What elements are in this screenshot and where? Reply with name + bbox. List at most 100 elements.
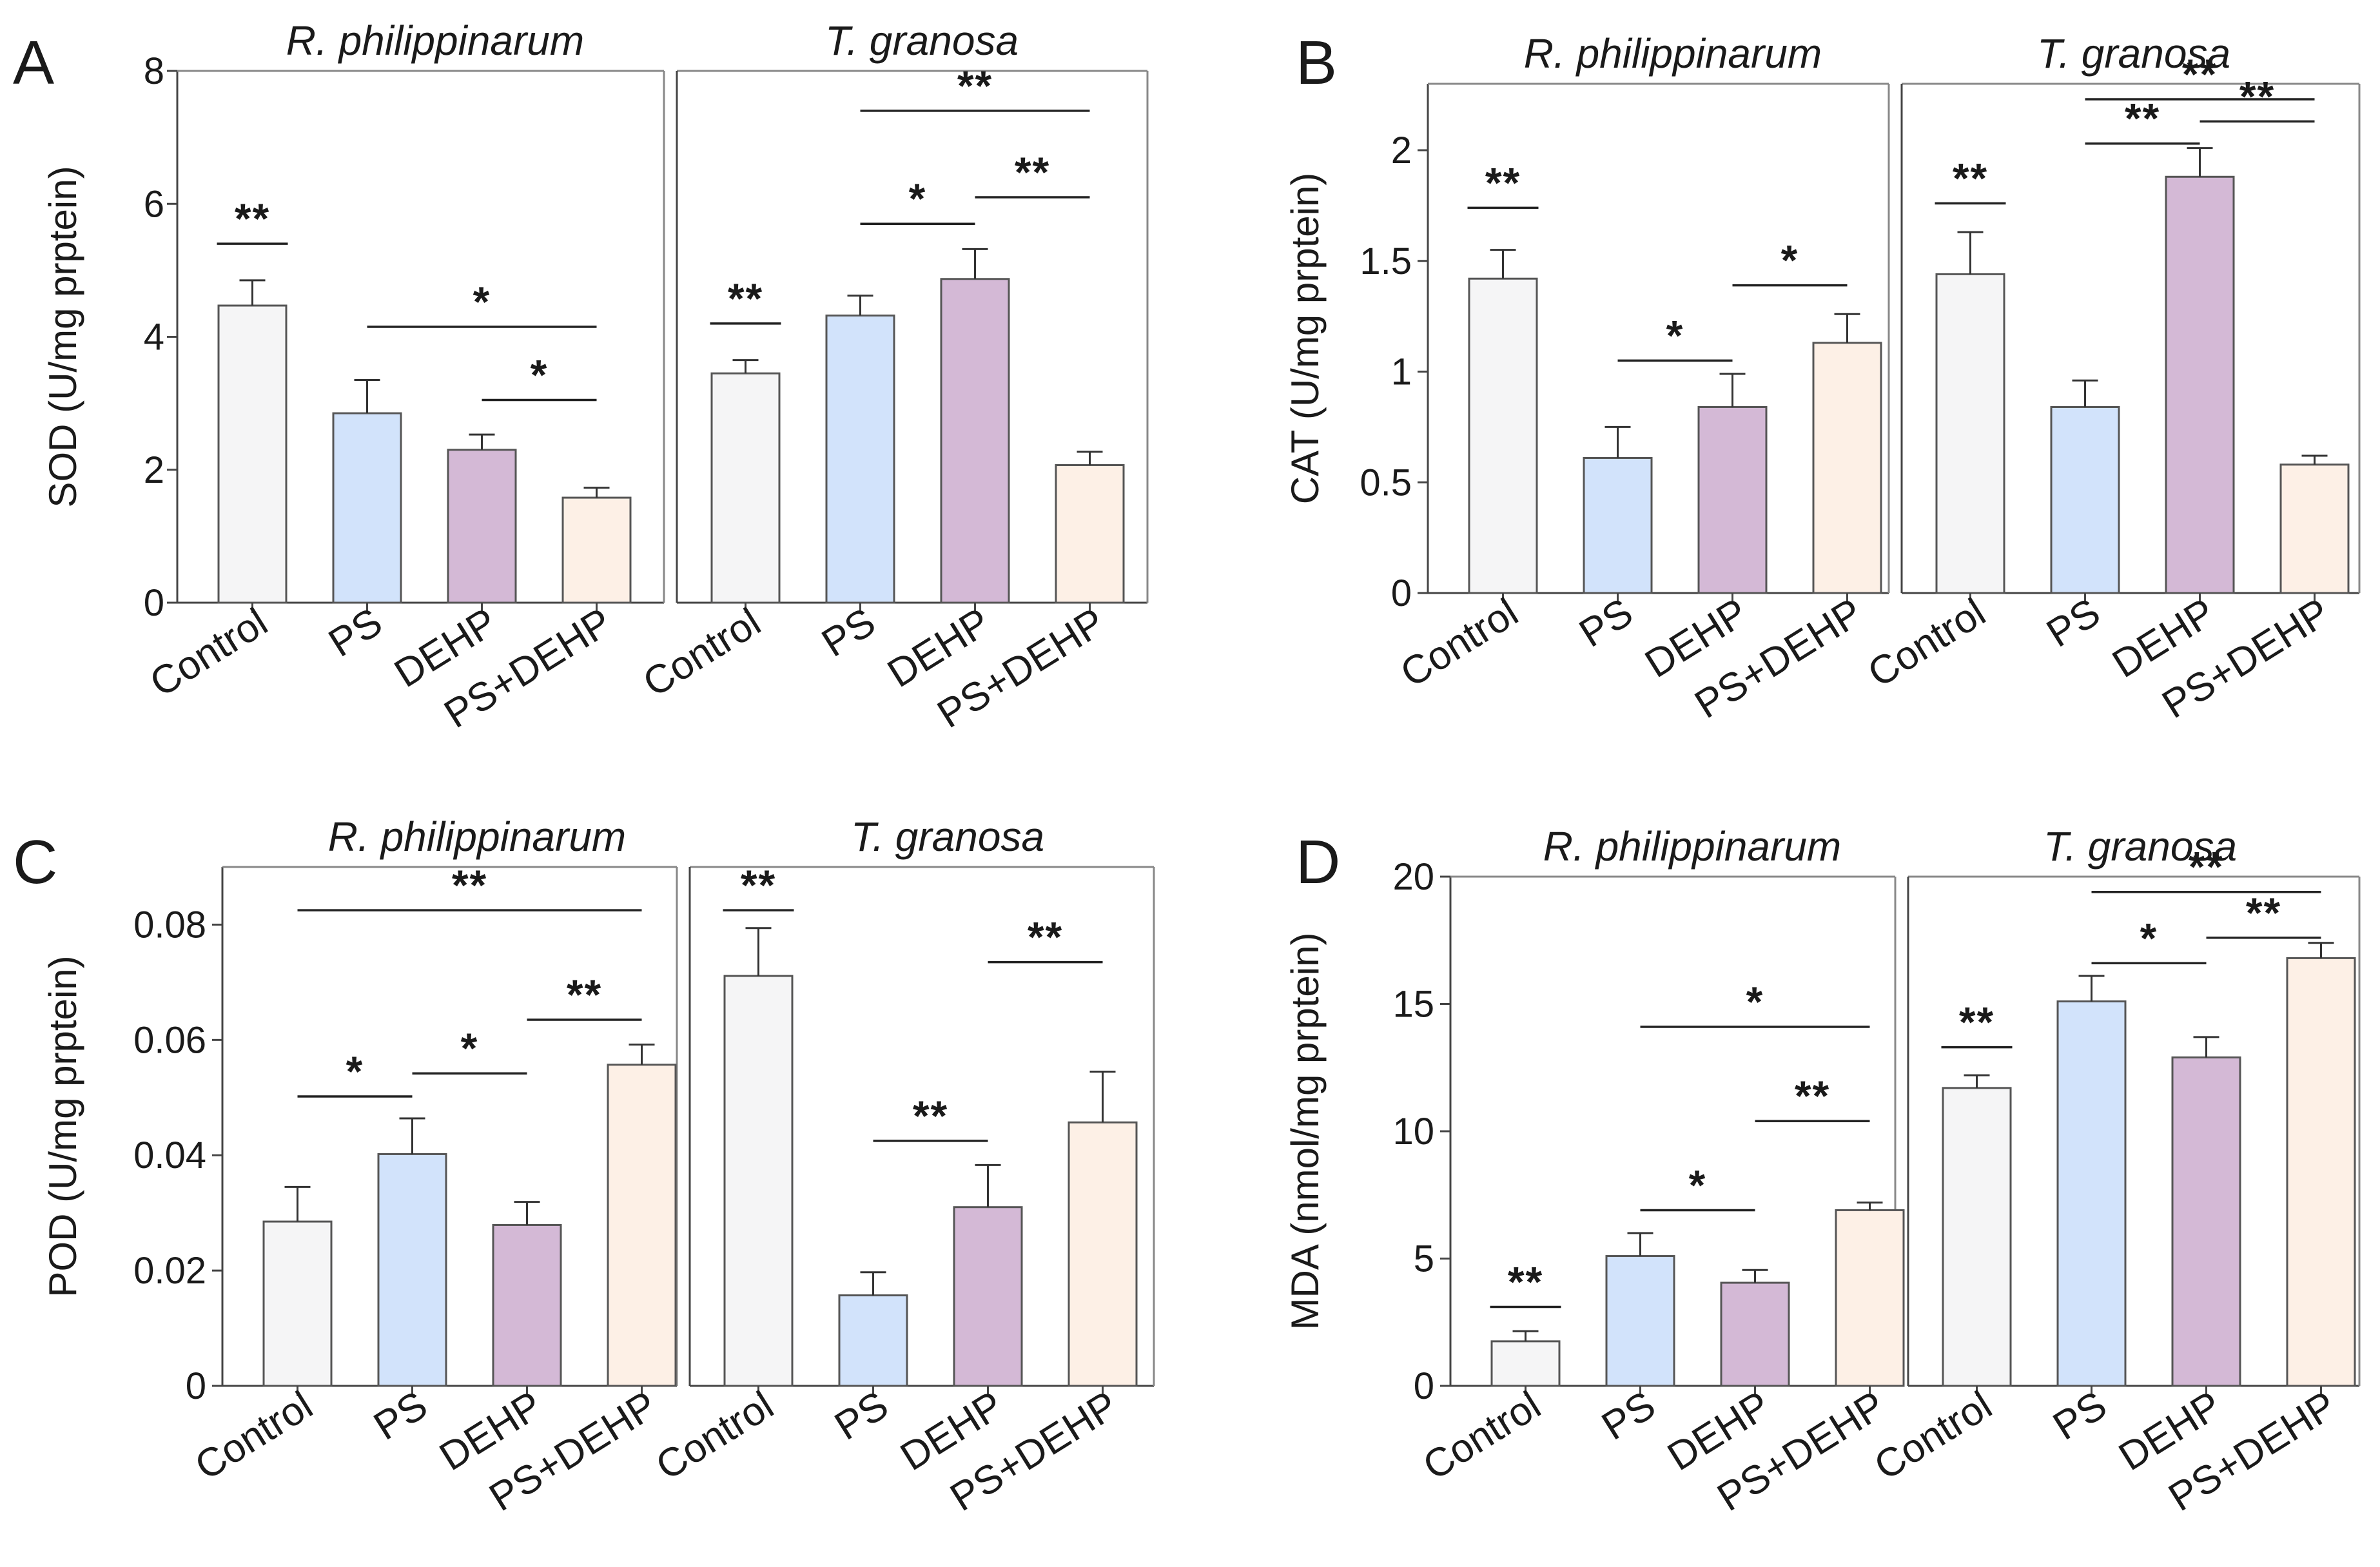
group-title: T. granosa [851, 813, 1044, 860]
panel-label: A [13, 28, 54, 97]
y-tick-label: 0 [144, 582, 164, 624]
y-tick-label: 6 [144, 183, 164, 225]
y-tick-label: 10 [1392, 1111, 1434, 1153]
significance-label: * [1689, 1161, 1707, 1209]
significance-label: ** [2125, 95, 2160, 142]
panel-b: B CAT (U/mg prptein) 0 0.5 1 1.5 2 R. philippin… [1283, 28, 2361, 727]
bar-ps-dehp [2286, 957, 2356, 1387]
significance-label: ** [1485, 159, 1521, 206]
y-tick-label: 4 [144, 316, 164, 358]
x-tick-label: Control [1860, 590, 1993, 696]
y-tick-label: 0.04 [133, 1134, 206, 1176]
significance-label: ** [1953, 154, 1988, 202]
significance-label: ** [2246, 889, 2281, 937]
significance-label: ** [2182, 50, 2218, 98]
bar-ps [1605, 1255, 1675, 1387]
y-axis-label: SOD (U/mg prptein) [41, 166, 84, 507]
bar-control [217, 304, 288, 604]
x-tick-label: Control [1867, 1383, 2000, 1488]
significance-label: * [531, 351, 549, 398]
significance-label: ** [1015, 148, 1050, 196]
bar-control [1490, 1340, 1561, 1387]
group-title: R. philippinarum [286, 17, 584, 64]
significance-label: ** [1959, 998, 1995, 1046]
significance-label: * [1746, 978, 1764, 1026]
bar-ps-dehp [561, 496, 632, 604]
significance-label: ** [741, 861, 776, 909]
bar-ps [838, 1294, 908, 1387]
y-tick-label: 0 [1414, 1365, 1434, 1407]
panel-label: B [1296, 28, 1337, 97]
significance-label: * [346, 1047, 364, 1095]
x-tick-label: PS [366, 1383, 435, 1448]
significance-label: ** [1028, 913, 1063, 961]
significance-label: ** [235, 195, 270, 242]
bar-dehp [2171, 1056, 2241, 1387]
y-tick-label: 0 [186, 1365, 206, 1407]
x-tick-label: PS [814, 599, 883, 665]
bar-ps-dehp [607, 1064, 677, 1387]
significance-label: * [473, 278, 491, 326]
y-tick-label: 2 [144, 449, 164, 491]
bar-dehp [492, 1223, 562, 1387]
group-title: R. philippinarum [328, 813, 626, 860]
bar-ps [377, 1153, 447, 1387]
bar-ps-dehp [2279, 463, 2350, 594]
bar-dehp [1697, 405, 1768, 594]
y-axis-label: MDA (nmol/mg prptein) [1283, 933, 1327, 1330]
bar-ps [2050, 405, 2120, 594]
y-tick-label: 0 [1391, 572, 1412, 614]
significance-label: ** [913, 1092, 948, 1140]
bar-control [1942, 1087, 2012, 1387]
x-tick-label: Control [1416, 1383, 1548, 1488]
panel-a: A SOD (U/mg prptein) 0 2 4 6 8 R. philippinarum… [13, 17, 1149, 737]
x-tick-label: PS [827, 1383, 896, 1448]
bar-control [710, 372, 781, 604]
x-tick-label: PS [2039, 590, 2108, 656]
panel-label: C [13, 828, 57, 897]
y-axis-label: CAT (U/mg prptein) [1283, 173, 1327, 505]
x-tick-label: PS [321, 599, 390, 665]
bar-dehp [2165, 175, 2235, 594]
bar-dehp [447, 449, 517, 604]
bar-dehp [953, 1206, 1023, 1387]
x-tick-label: Control [1393, 590, 1526, 696]
y-tick-label: 5 [1414, 1238, 1434, 1280]
significance-label: ** [452, 861, 487, 909]
y-tick-label: 15 [1392, 984, 1434, 1026]
panel-label: D [1296, 828, 1340, 897]
bar-control [1935, 273, 2005, 594]
y-tick-label: 1.5 [1360, 240, 1412, 282]
significance-label: * [2140, 914, 2158, 962]
x-tick-label: Control [188, 1383, 320, 1488]
significance-label: * [1781, 237, 1799, 284]
group-title: T. granosa [2043, 823, 2237, 870]
group-title: T. granosa [825, 17, 1019, 64]
bar-control [1468, 277, 1538, 594]
significance-label: * [461, 1024, 479, 1072]
significance-label: ** [728, 275, 763, 322]
group-title: R. philippinarum [1543, 823, 1841, 870]
y-tick-label: 0.5 [1360, 462, 1412, 503]
bar-dehp [940, 278, 1010, 604]
bar-ps [332, 412, 402, 604]
significance-label: ** [1508, 1258, 1543, 1306]
y-tick-label: 20 [1392, 856, 1434, 898]
significance-label: ** [2189, 843, 2224, 891]
significance-label: ** [1795, 1072, 1830, 1120]
significance-label: ** [2239, 72, 2275, 120]
y-tick-label: 1 [1391, 351, 1412, 393]
group-title: R. philippinarum [1524, 30, 1822, 77]
x-tick-label: PS [2045, 1383, 2114, 1448]
bar-ps-dehp [1835, 1209, 1905, 1387]
x-tick-label: Control [636, 599, 768, 705]
